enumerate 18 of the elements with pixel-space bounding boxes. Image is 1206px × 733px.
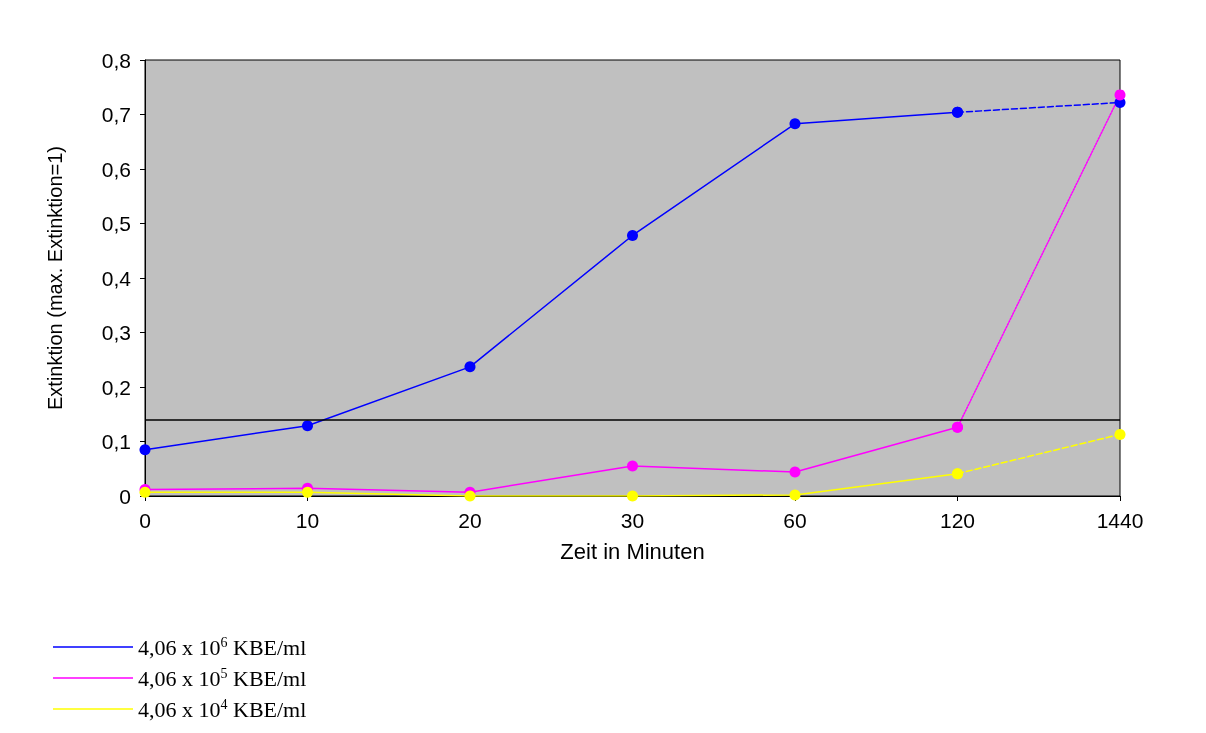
y-tick-label: 0,5 bbox=[101, 212, 131, 235]
x-tick-label: 30 bbox=[620, 509, 645, 532]
y-tick-label: 0,1 bbox=[101, 430, 131, 453]
y-tick-label: 0,8 bbox=[101, 48, 131, 72]
y-tick-label: 0,6 bbox=[101, 157, 131, 181]
x-axis-title: Zeit in Minuten bbox=[560, 538, 705, 564]
y-tick-label: 0,4 bbox=[101, 266, 132, 290]
x-tick-label: 0 bbox=[139, 509, 151, 532]
y-axis-title: Extinktion (max. Extinktion=1) bbox=[44, 146, 66, 410]
x-tick-label: 20 bbox=[458, 509, 482, 532]
x-tick-label: 10 bbox=[295, 509, 320, 532]
y-tick-label: 0,3 bbox=[101, 321, 131, 344]
x-tick-label: 1440 bbox=[1096, 509, 1144, 532]
x-tick-label: 60 bbox=[783, 509, 807, 532]
y-tick-label: 0 bbox=[119, 484, 131, 508]
y-tick-label: 0,7 bbox=[101, 103, 131, 126]
x-tick-label: 120 bbox=[939, 509, 976, 532]
y-tick-label: 0,2 bbox=[101, 375, 131, 399]
